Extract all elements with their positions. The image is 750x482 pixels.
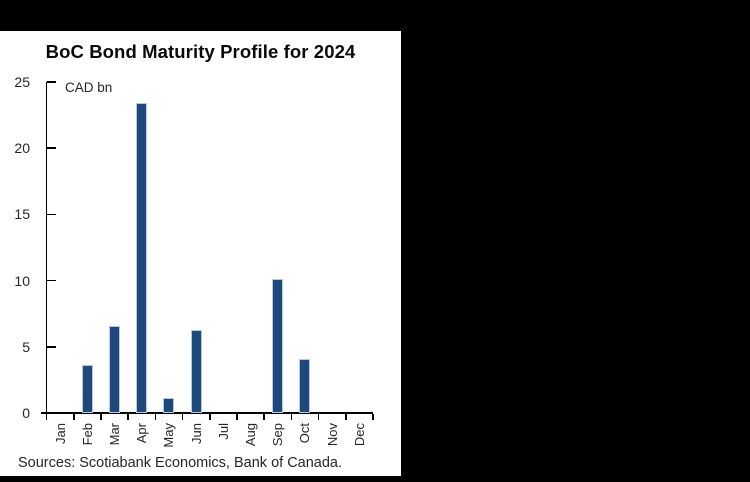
unit-label: CAD bn xyxy=(65,80,113,95)
bar-apr xyxy=(136,103,148,413)
y-tick-label: 0 xyxy=(22,405,30,421)
y-tick xyxy=(47,213,57,216)
bar-oct xyxy=(299,358,311,413)
x-tick xyxy=(208,414,211,420)
chart-title: BoC Bond Maturity Profile for 2024 xyxy=(45,41,356,62)
chart-panel: BoC Bond Maturity Profile for 2024 CAD b… xyxy=(0,31,401,476)
x-tick xyxy=(127,414,129,420)
x-tick xyxy=(45,414,48,420)
y-tick-label: 20 xyxy=(14,140,30,157)
plot-area: 0 5 10 15 20 25 Jan Feb Mar Apr May Jun Jul Aug Sep Oct… xyxy=(0,31,401,476)
x-tick xyxy=(263,414,265,420)
y-tick xyxy=(47,147,57,149)
y-tick xyxy=(47,81,57,83)
y-tick-label: 25 xyxy=(14,74,30,90)
x-tick xyxy=(372,414,374,420)
y-tick-label: 5 xyxy=(22,338,30,355)
x-tick xyxy=(317,414,320,420)
x-tick xyxy=(72,414,75,420)
x-tick xyxy=(100,414,102,420)
y-tick xyxy=(47,346,57,348)
bar-feb xyxy=(81,365,93,413)
y-tick-label: 10 xyxy=(14,272,30,289)
x-tick xyxy=(236,414,238,420)
x-tick xyxy=(290,414,293,420)
x-tick xyxy=(154,414,157,420)
x-tick xyxy=(344,414,347,420)
x-axis-label-dec: Dec xyxy=(351,423,367,447)
x-axis-line xyxy=(41,412,373,415)
bar-mar xyxy=(109,325,121,413)
y-tick xyxy=(47,279,57,282)
bar-jun xyxy=(190,329,202,413)
source-note: Sources: Scotiabank Economics, Bank of C… xyxy=(18,455,343,471)
x-tick xyxy=(181,414,184,420)
bar-may xyxy=(163,398,175,413)
bar-sep xyxy=(272,279,284,413)
y-tick-label: 15 xyxy=(14,206,30,223)
y-axis-line xyxy=(45,82,48,415)
